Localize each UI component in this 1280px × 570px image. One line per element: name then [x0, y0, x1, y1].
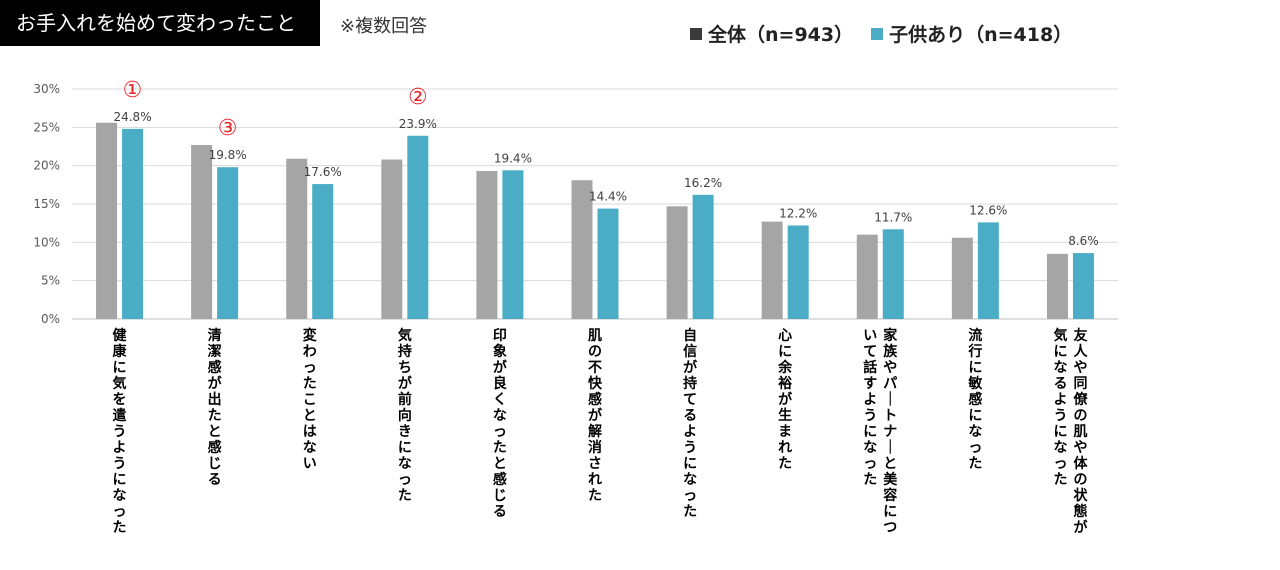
category-label: 印象が良くなったと感じる — [493, 327, 508, 520]
category-label: 自信が持てるようになった — [683, 327, 698, 520]
bar-kids — [597, 208, 619, 319]
data-label: 16.2% — [684, 176, 722, 190]
category-label: 健康に気を遣うようになった — [113, 327, 128, 536]
bar-all — [856, 234, 878, 319]
bar-all — [191, 144, 213, 319]
category-label: 気持ちが前向きになった — [398, 327, 413, 504]
data-label: 23.9% — [399, 117, 437, 131]
category-label: 友人や同僚の肌や体の状態が気になるようになった — [1053, 327, 1088, 536]
data-label: 12.6% — [969, 203, 1007, 217]
bar-kids — [502, 170, 524, 319]
data-label: 8.6% — [1068, 234, 1099, 248]
bar-all — [571, 180, 593, 319]
bar-kids — [692, 194, 714, 319]
bar-kids — [312, 184, 334, 319]
y-tick-label: 10% — [33, 235, 60, 249]
multiple-answer-note: ※複数回答 — [340, 16, 428, 37]
category-label: 清潔感が出たと感じる — [208, 327, 223, 488]
data-label: 17.6% — [304, 165, 342, 179]
category-label: 家族やパ｜トナ｜と美容について話すようになった — [863, 327, 898, 536]
data-label: 19.4% — [494, 151, 532, 165]
bar-kids — [407, 135, 429, 319]
bar-kids — [217, 167, 239, 319]
bar-kids — [977, 222, 999, 319]
legend-swatch-all — [690, 27, 702, 40]
data-label: 24.8% — [113, 110, 151, 124]
bar-all — [381, 159, 403, 319]
y-tick-label: 0% — [41, 312, 60, 326]
data-label: 12.2% — [779, 206, 817, 220]
category-label: 肌の不快感が解消された — [588, 328, 603, 504]
legend-label-all: 全体（n=943） — [708, 24, 854, 46]
data-label: 11.7% — [874, 210, 912, 224]
rank-marker: ③ — [218, 116, 238, 141]
rank-marker: ② — [408, 85, 428, 110]
legend-item-all: 全体（n=943） — [690, 20, 853, 47]
bar-kids — [882, 229, 904, 319]
rank-marker: ① — [123, 78, 143, 103]
bar-all — [96, 122, 118, 319]
legend-swatch-kids — [871, 27, 884, 40]
legend-label-kids: 子供あり（n=418） — [889, 24, 1073, 46]
category-label: 変わったことはない — [303, 327, 317, 472]
chart-title: お手入れを始めて変わったこと — [0, 0, 320, 46]
bar-all — [476, 171, 498, 319]
data-label: 14.4% — [589, 190, 627, 204]
bar-all — [1046, 253, 1068, 319]
data-label: 19.8% — [209, 148, 247, 162]
category-label: 心に余裕が生まれた — [777, 328, 793, 472]
legend: 全体（n=943） 子供あり（n=418） — [690, 20, 1072, 47]
bar-all — [951, 237, 973, 319]
y-tick-label: 5% — [41, 274, 60, 288]
bar-all — [666, 206, 688, 319]
category-label: 流行に敏感になった — [967, 327, 983, 472]
bar-all — [286, 158, 308, 319]
bar-kids — [122, 128, 144, 319]
y-tick-label: 25% — [33, 120, 60, 134]
y-tick-label: 30% — [33, 82, 60, 96]
bar-kids — [1072, 253, 1094, 319]
bar-all — [761, 221, 783, 319]
bar-kids — [787, 225, 809, 319]
y-tick-label: 15% — [33, 197, 60, 211]
y-tick-label: 20% — [33, 159, 60, 173]
legend-item-kids: 子供あり（n=418） — [871, 20, 1072, 47]
